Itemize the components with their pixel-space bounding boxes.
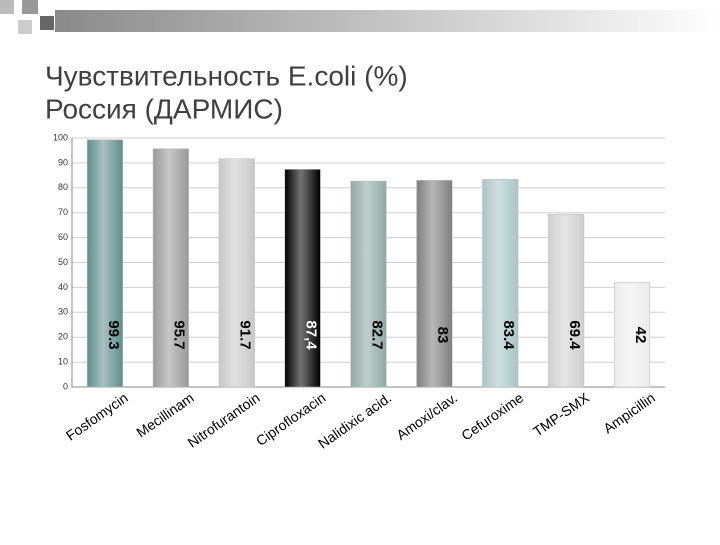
- x-tick-label: Fosfomycin: [63, 389, 131, 443]
- y-tick-label: 90: [58, 157, 68, 167]
- y-tick-label: 0: [63, 381, 68, 391]
- y-tick-label: 50: [58, 257, 68, 267]
- bar: [482, 179, 519, 388]
- x-tick-label: TMP-SMX: [530, 389, 593, 440]
- value-label: 83: [434, 327, 451, 344]
- x-tick-label: Ampicillin: [600, 389, 658, 436]
- value-label: 83.4: [500, 320, 517, 350]
- y-tick-label: 60: [58, 232, 68, 242]
- bar: [284, 169, 321, 388]
- bar: [152, 148, 189, 388]
- y-tick-label: 100: [53, 132, 68, 142]
- bar: [614, 282, 651, 388]
- value-label: 82.7: [368, 320, 385, 349]
- bar: [548, 213, 585, 388]
- y-tick-label: 30: [58, 307, 68, 317]
- x-tick-label: Mecillinam: [133, 389, 196, 440]
- y-tick-label: 70: [58, 207, 68, 217]
- x-tick-label: Amoxi/clav.: [393, 389, 460, 443]
- value-label: 99.3: [105, 320, 122, 349]
- bar: [86, 139, 123, 388]
- y-tick-label: 20: [58, 332, 68, 342]
- x-tick-label: Cefuroxime: [458, 389, 526, 443]
- chart-title: Россия (ДАРМИС): [45, 93, 283, 124]
- x-tick-label: Nalidixic acid.: [315, 389, 394, 451]
- value-label: 91.7: [237, 320, 254, 349]
- y-tick-label: 80: [58, 182, 68, 192]
- value-label: 95.7: [171, 320, 188, 349]
- x-tick-label: Nitrofurantoin: [185, 389, 263, 450]
- y-tick-label: 10: [58, 356, 68, 366]
- bar: [218, 158, 255, 388]
- value-label: 69.4: [566, 320, 583, 350]
- bar: [350, 180, 387, 388]
- value-label: 42: [632, 327, 649, 344]
- value-label: 87,4: [302, 320, 319, 350]
- bar: [416, 180, 453, 388]
- y-tick-label: 40: [58, 282, 68, 292]
- chart-title: Чувствительность E.coli (%): [45, 60, 408, 91]
- decoration: [0, 0, 720, 34]
